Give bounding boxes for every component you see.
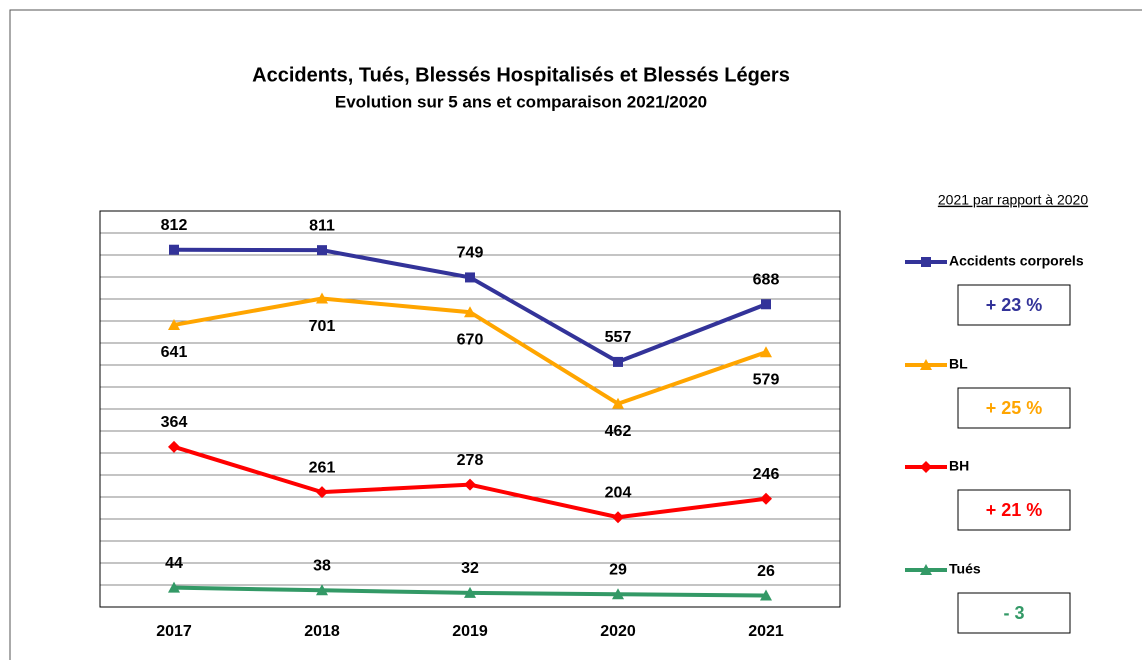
marker — [169, 244, 179, 255]
x-tick-label: 2021 — [748, 623, 784, 640]
chart-subtitle: Evolution sur 5 ans et comparaison 2021/… — [335, 92, 707, 111]
data-label: 204 — [605, 484, 632, 501]
data-label: 462 — [605, 423, 632, 440]
data-label: 688 — [753, 271, 780, 288]
change-label: - 3 — [1003, 603, 1024, 623]
marker — [464, 478, 476, 491]
marker — [612, 511, 624, 524]
marker — [465, 272, 475, 283]
marker — [921, 257, 931, 267]
data-label: 811 — [309, 217, 335, 234]
change-box — [957, 284, 1071, 326]
legend-title: 2021 par rapport à 2020 — [938, 192, 1088, 208]
marker — [316, 584, 328, 596]
marker — [761, 299, 771, 310]
plot-border — [99, 210, 841, 608]
legend-label: Tués — [949, 561, 981, 577]
marker — [316, 292, 328, 304]
data-label: 44 — [165, 555, 183, 572]
frame — [9, 9, 1142, 660]
marker — [613, 356, 623, 367]
change-box — [957, 489, 1071, 531]
marker — [168, 318, 180, 330]
x-tick-label: 2020 — [600, 623, 636, 640]
change-box — [957, 387, 1071, 429]
data-label: 812 — [161, 217, 188, 234]
marker — [168, 581, 180, 593]
data-label: 641 — [161, 344, 188, 361]
marker — [464, 306, 476, 318]
marker — [612, 397, 624, 409]
marker — [316, 486, 328, 499]
x-tick-label: 2017 — [156, 623, 192, 640]
data-label: 749 — [457, 245, 484, 262]
marker — [317, 245, 327, 256]
marker — [612, 588, 624, 600]
data-label: 701 — [309, 318, 336, 335]
data-label: 557 — [605, 329, 632, 346]
change-box — [957, 592, 1071, 634]
marker — [920, 564, 932, 575]
marker — [168, 440, 180, 453]
marker — [760, 589, 772, 601]
data-label: 364 — [161, 414, 188, 431]
marker — [464, 586, 476, 598]
legend-label: BH — [949, 458, 969, 474]
data-label: 670 — [457, 331, 484, 348]
x-tick-label: 2018 — [304, 623, 340, 640]
chart-title: Accidents, Tués, Blessés Hospitalisés et… — [252, 64, 790, 86]
marker — [920, 359, 932, 370]
data-label: 32 — [461, 560, 479, 577]
data-label: 38 — [313, 557, 331, 574]
marker — [760, 492, 772, 505]
legend-label: BL — [949, 356, 968, 372]
marker — [760, 346, 772, 358]
data-label: 278 — [457, 452, 484, 469]
change-label: + 23 % — [986, 295, 1043, 315]
data-label: 29 — [609, 561, 627, 578]
data-label: 261 — [309, 459, 336, 476]
change-label: + 21 % — [986, 500, 1043, 520]
data-label: 26 — [757, 563, 775, 580]
marker — [920, 461, 932, 473]
legend-label: Accidents corporels — [949, 253, 1084, 269]
data-label: 579 — [753, 371, 780, 388]
x-tick-label: 2019 — [452, 623, 488, 640]
data-label: 246 — [753, 466, 780, 483]
change-label: + 25 % — [986, 398, 1043, 418]
